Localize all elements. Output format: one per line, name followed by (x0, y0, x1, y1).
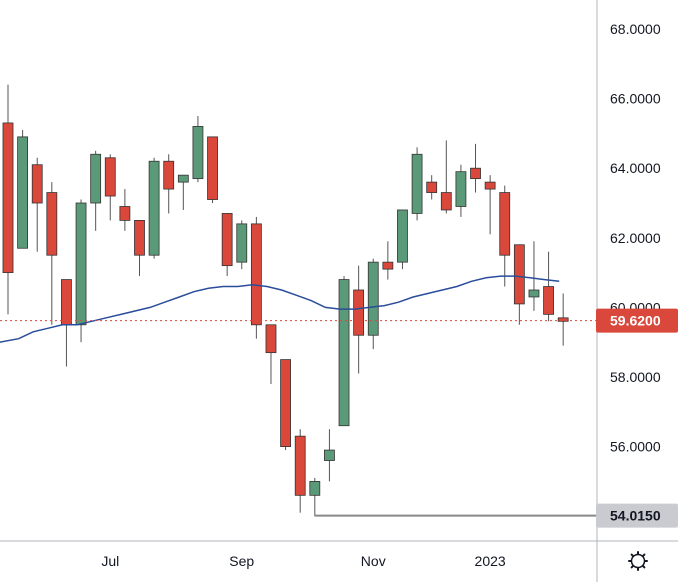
candle-14 (207, 136, 218, 203)
candle-2 (31, 157, 43, 252)
x-tick-label: Nov (361, 553, 386, 569)
y-tick-label: 58.0000 (610, 369, 661, 385)
candle-28 (411, 147, 423, 221)
candle-body-up (309, 480, 321, 496)
candle-body-up (528, 289, 540, 298)
candle-23 (338, 276, 350, 427)
candle-16 (236, 220, 248, 270)
candle-29 (426, 175, 438, 200)
y-tick-label: 62.0000 (610, 230, 661, 246)
candle-27 (397, 209, 408, 270)
candle-body-up (90, 153, 102, 204)
candle-6 (90, 150, 102, 231)
candle-18 (265, 324, 277, 384)
candle-body-down (353, 289, 365, 336)
gear-icon[interactable] (628, 551, 648, 571)
y-tick-label: 68.0000 (610, 21, 661, 37)
candle-26 (382, 241, 394, 280)
candle-9 (134, 219, 145, 277)
candle-11 (163, 154, 175, 214)
time-axis[interactable]: Jul Sep Nov 2023 (101, 553, 506, 569)
candle-13 (192, 116, 204, 183)
candle-body-down (119, 206, 131, 221)
candle-body-up (367, 261, 379, 336)
x-tick-label: Sep (229, 553, 254, 569)
candle-17 (250, 216, 262, 339)
candle-32 (470, 143, 481, 193)
candle-19 (280, 359, 291, 451)
candle-body-down (484, 181, 496, 190)
low-marker-badge: 54.0150 (596, 503, 678, 528)
candle-22 (324, 429, 335, 482)
candle-body-down (2, 122, 14, 273)
candle-34 (499, 185, 511, 287)
candle-12 (177, 174, 189, 210)
candle-body-down (46, 192, 58, 256)
candle-body-down (31, 164, 43, 204)
candle-body-down (470, 167, 481, 180)
candle-body-up (177, 174, 189, 183)
candle-body-up (338, 279, 350, 427)
candle-37 (543, 251, 554, 322)
candle-5 (75, 199, 87, 343)
candle-0 (2, 84, 14, 315)
candle-body-up (455, 171, 467, 207)
candle-body-down (382, 261, 394, 270)
y-tick-label: 66.0000 (610, 91, 661, 107)
candle-body-down (543, 286, 554, 315)
candle-3 (46, 182, 58, 325)
candle-body-up (324, 449, 335, 461)
candle-1 (17, 129, 29, 249)
candle-36 (528, 241, 540, 311)
candle-body-down (426, 181, 438, 193)
price-axis[interactable]: 68.000066.000064.000062.000060.000058.00… (610, 21, 661, 455)
candle-body-down (265, 324, 277, 354)
candle-20 (294, 429, 306, 513)
candle-25 (367, 258, 379, 350)
candle-10 (148, 157, 160, 259)
y-tick-label: 56.0000 (610, 439, 661, 455)
candle-8 (119, 189, 131, 231)
candle-body-up (397, 209, 408, 263)
low-marker-label: 54.0150 (610, 508, 661, 524)
candle-38 (557, 293, 569, 346)
last-price-badge: 59.6200 (596, 308, 678, 333)
candle-body-up (17, 136, 29, 249)
last-price-label: 59.6200 (610, 313, 661, 329)
candle-body-down (134, 219, 145, 256)
candle-body-down (250, 223, 262, 326)
candle-31 (455, 164, 467, 217)
candles-layer (2, 84, 569, 517)
candle-30 (440, 140, 452, 214)
candle-body-down (440, 192, 452, 211)
candle-body-up (411, 153, 423, 214)
candle-body-down (163, 160, 175, 190)
candle-body-up (75, 202, 87, 326)
candle-24 (353, 265, 365, 374)
x-tick-label: 2023 (475, 553, 506, 569)
candle-body-down (557, 317, 569, 322)
candle-body-down (221, 213, 233, 267)
candle-4 (61, 279, 72, 367)
candle-body-up (236, 223, 248, 263)
candle-body-down (280, 359, 291, 448)
candle-body-down (513, 244, 525, 305)
candle-15 (221, 213, 233, 277)
candle-body-down (61, 279, 72, 326)
candle-35 (513, 244, 525, 325)
candle-body-down (207, 136, 218, 200)
candle-7 (104, 154, 116, 221)
candle-body-down (499, 192, 511, 256)
candle-33 (484, 175, 496, 235)
candle-body-up (192, 126, 204, 180)
candle-body-down (104, 157, 116, 197)
candle-body-down (294, 435, 306, 496)
y-tick-label: 64.0000 (610, 160, 661, 176)
candle-body-up (148, 160, 160, 256)
candle-21 (309, 477, 321, 517)
x-tick-label: Jul (101, 553, 119, 569)
